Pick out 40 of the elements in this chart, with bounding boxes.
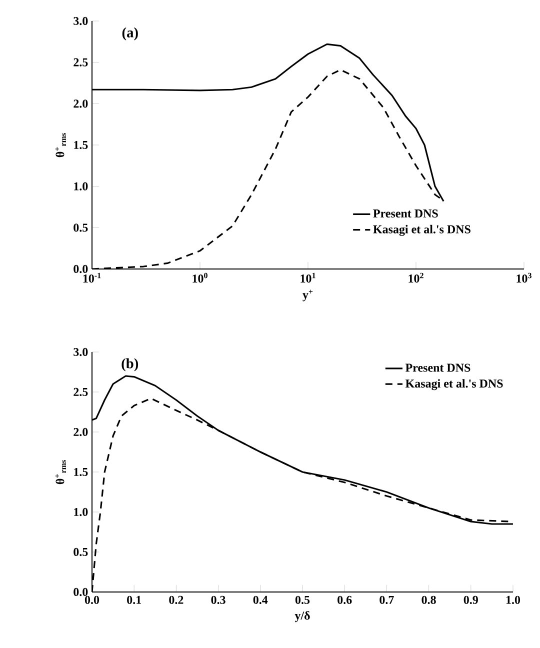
x-tick-label: 0.7 bbox=[380, 596, 394, 604]
x-tick-label: 0.2 bbox=[169, 596, 184, 604]
y-axis-title: θ$^{+}$rms bbox=[55, 133, 66, 158]
x-tick-label: 0.1 bbox=[127, 596, 141, 604]
y-tick-label: 0.0 bbox=[74, 588, 88, 596]
x-tick-label: 0.6 bbox=[338, 596, 352, 604]
x-tick-label: 10$^{2}$ bbox=[408, 272, 424, 283]
legend-label: Kasagi et al.'s DNS bbox=[373, 224, 470, 236]
x-tick-label: 10$^{0}$ bbox=[192, 272, 208, 283]
x-axis-title: y$^{+}$ bbox=[302, 290, 313, 302]
x-axis-title: y/δ bbox=[294, 611, 310, 622]
x-tick-label: 0.3 bbox=[211, 596, 226, 604]
y-tick-label: 1.0 bbox=[74, 182, 88, 190]
y-tick-label: 1.5 bbox=[74, 140, 88, 150]
x-tick-label: 10$^{-1}$ bbox=[83, 272, 101, 283]
legend-label: Present DNS bbox=[373, 209, 438, 218]
y-axis-title: θ$^{+}$rms bbox=[55, 460, 66, 484]
legend-label: Kasagi et al.'s DNS bbox=[405, 379, 503, 390]
y-tick-label: 1.0 bbox=[74, 508, 88, 516]
y-tick-label: 2.5 bbox=[74, 58, 88, 66]
x-tick-label: 0.9 bbox=[464, 596, 478, 604]
x-tick-label: 0.0 bbox=[84, 596, 100, 604]
y-tick-label: 0.5 bbox=[74, 548, 88, 556]
y-tick-label: 2.5 bbox=[74, 388, 88, 396]
legend-label: Present DNS bbox=[405, 364, 470, 372]
y-tick-label: 2.0 bbox=[74, 100, 88, 108]
y-tick-label: 0.0 bbox=[74, 264, 88, 274]
y-tick-label: 3.0 bbox=[74, 16, 88, 26]
x-tick-label: 0.8 bbox=[422, 596, 436, 604]
x-tick-label: 0.5 bbox=[295, 596, 310, 604]
x-tick-label: 1.0 bbox=[506, 596, 520, 604]
annotation: (a) bbox=[122, 27, 138, 40]
y-tick-label: 2.0 bbox=[74, 428, 88, 436]
x-tick-label: 10$^{3}$ bbox=[516, 272, 532, 283]
y-tick-label: 3.0 bbox=[74, 348, 88, 356]
x-tick-label: 10$^{1}$ bbox=[300, 272, 316, 283]
annotation: (b) bbox=[122, 358, 138, 372]
x-tick-label: 0.4 bbox=[253, 596, 268, 604]
y-tick-label: 1.5 bbox=[74, 468, 88, 476]
y-tick-label: 0.5 bbox=[74, 224, 88, 232]
